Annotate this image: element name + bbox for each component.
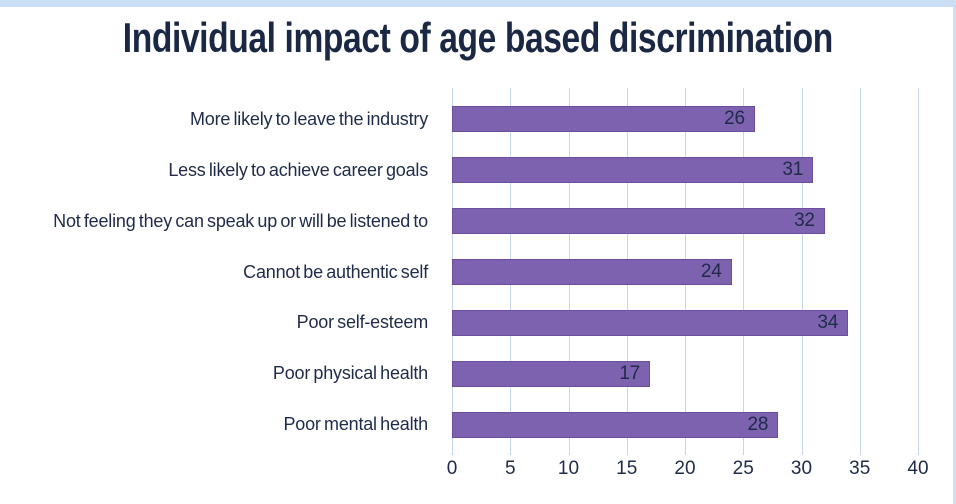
bar: 31: [452, 157, 814, 184]
x-tick-label: 15: [616, 458, 638, 479]
chart-title-text: Individual impact of age based discrimin…: [122, 14, 834, 61]
bar-track: 34: [452, 309, 918, 336]
bar-track: 32: [452, 208, 918, 235]
chart-row: Poor physical health 17: [0, 348, 956, 399]
bar: 32: [452, 208, 825, 235]
x-tick-label: 40: [907, 458, 929, 479]
x-tick-label: 30: [790, 458, 813, 479]
gridline: [918, 88, 919, 455]
top-frame-border: [0, 0, 956, 7]
gridline: [801, 88, 803, 455]
chart-row: More likely to leave the industry 26: [0, 94, 956, 145]
chart-row: Cannot be authentic self 24: [0, 247, 956, 298]
chart-title: Individual impact of age based discrimin…: [0, 14, 956, 62]
category-label: Poor mental health: [283, 414, 429, 435]
category-label: More likely to leave the industry: [189, 108, 428, 129]
gridline: [859, 88, 861, 455]
bar-track: 28: [452, 411, 918, 438]
category-label: Less likely to achieve career goals: [168, 159, 428, 180]
chart-row: Not feeling they can speak up or will be…: [0, 196, 956, 247]
bar: 28: [452, 411, 779, 438]
chart-row: Less likely to achieve career goals 31: [0, 145, 956, 196]
bar-track: 17: [452, 360, 918, 387]
bar-track: 31: [452, 157, 918, 184]
x-tick-label: 20: [674, 458, 696, 479]
bar: 26: [452, 106, 755, 133]
bar: 24: [452, 259, 732, 285]
bar-track: 24: [452, 259, 918, 285]
bar: 34: [452, 309, 849, 336]
bar-rows: More likely to leave the industry 26 Less …: [0, 94, 956, 450]
bar-value-label: 34: [817, 311, 839, 333]
category-label: Cannot be authentic self: [243, 261, 428, 282]
bar: 17: [452, 360, 651, 387]
bar-value-label: 26: [724, 108, 745, 130]
bar-value-label: 17: [619, 362, 641, 384]
gridline: [743, 88, 745, 455]
x-tick-label: 25: [732, 458, 754, 479]
bar-value-label: 31: [782, 159, 804, 181]
bar-value-label: 28: [747, 413, 769, 435]
x-tick-label: 0: [446, 458, 458, 479]
plot-area: More likely to leave the industry 26 Less …: [0, 88, 956, 455]
x-tick-label: 5: [504, 458, 516, 479]
bar-track: 26: [452, 106, 918, 133]
bar-value-label: 32: [794, 210, 815, 232]
category-label: Poor self-esteem: [296, 312, 429, 333]
bar-value-label: 24: [700, 261, 722, 282]
category-label: Not feeling they can speak up or will be…: [53, 210, 428, 231]
x-axis: 0 5 10 15 20 25 30 35 40: [447, 458, 929, 488]
chart-row: Poor mental health 28: [0, 399, 956, 450]
right-frame-border: [953, 0, 956, 504]
chart-row: Poor self-esteem 34: [0, 297, 956, 348]
x-tick-label: 35: [849, 458, 871, 479]
category-label: Poor physical health: [272, 363, 428, 384]
x-tick-label: 10: [557, 458, 580, 479]
